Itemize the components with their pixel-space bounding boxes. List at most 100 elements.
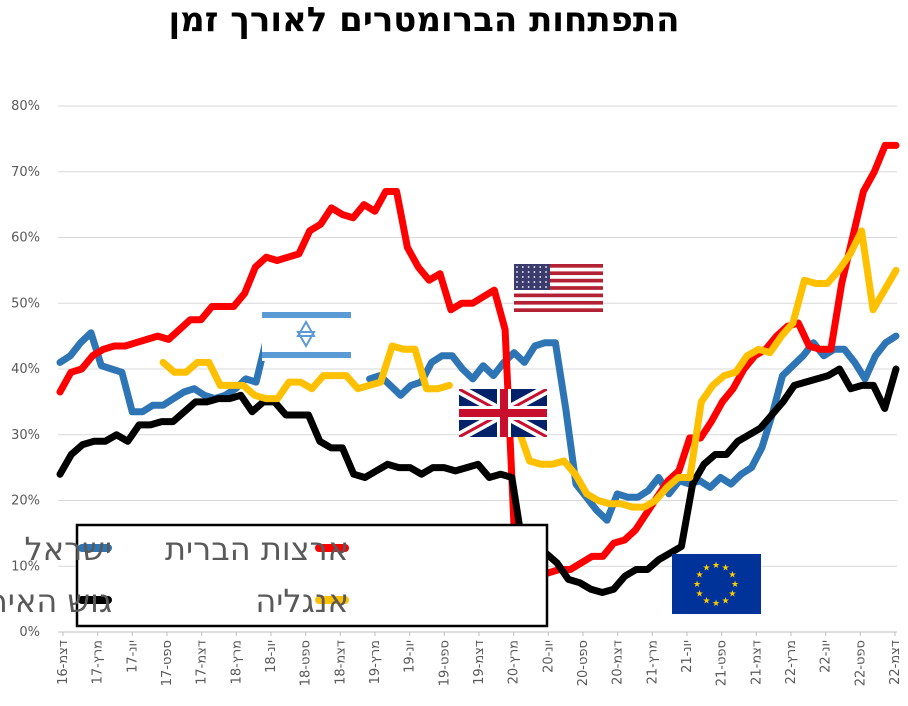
star bbox=[545, 276, 547, 278]
star: ★ bbox=[702, 564, 710, 574]
legend-item-uk: אנגליה bbox=[255, 582, 349, 620]
x-tick-label: יונ-18 bbox=[264, 640, 279, 673]
legend-item-israel: ישראל bbox=[25, 530, 112, 568]
star bbox=[545, 286, 547, 288]
x-tick-label: דצמ-18 bbox=[333, 640, 348, 685]
x-tick-label: מרץ-19 bbox=[368, 640, 383, 684]
star bbox=[539, 286, 542, 288]
legend-item-eurozone: גוש האירו bbox=[0, 582, 112, 620]
star: ★ bbox=[693, 580, 701, 590]
x-tick-label: יונ-20 bbox=[541, 640, 556, 673]
x-tick-label: דצמ-16 bbox=[56, 640, 71, 685]
x-tick-label: יונ-22 bbox=[819, 640, 834, 673]
star bbox=[527, 276, 530, 278]
x-tick-label: מרץ-18 bbox=[229, 640, 244, 684]
legend-label-eurozone: גוש האירו bbox=[0, 582, 112, 620]
star bbox=[516, 286, 518, 288]
y-tick-label: 10% bbox=[11, 559, 40, 574]
x-tick-label: יונ-17 bbox=[125, 640, 140, 673]
x-axis-ticks: דצמ-16 מרץ-17 יונ-17 ספט-17 דצמ-17 מרץ-18 יונ-… bbox=[56, 632, 903, 686]
star bbox=[545, 266, 547, 268]
star: ★ bbox=[728, 571, 736, 581]
x-tick-label: דצמ-17 bbox=[195, 640, 210, 685]
x-tick-label: ספט-20 bbox=[576, 640, 591, 686]
stripe bbox=[514, 300, 603, 305]
star: ★ bbox=[712, 599, 720, 609]
x-tick-label: דצמ-20 bbox=[611, 640, 626, 685]
x-tick-label: ספט-19 bbox=[437, 640, 452, 686]
legend-item-usa: ארצות הברית bbox=[165, 530, 349, 568]
star bbox=[521, 271, 524, 273]
star bbox=[521, 286, 524, 288]
star bbox=[533, 276, 536, 278]
series-line-uk bbox=[514, 227, 900, 511]
x-tick-label: דצמ-21 bbox=[749, 640, 764, 685]
star: ★ bbox=[731, 580, 739, 590]
series-line-israel bbox=[366, 332, 900, 524]
eu-flag: ★★★★★★★★★ ★ ★★ bbox=[672, 554, 761, 614]
series-line-israel bbox=[56, 329, 270, 416]
israel-flag bbox=[262, 309, 351, 361]
x-tick-label: יונ-21 bbox=[680, 640, 695, 673]
stripe bbox=[514, 286, 603, 290]
star: ★ bbox=[702, 596, 710, 606]
y-tick-label: 20% bbox=[11, 494, 40, 509]
y-tick-label: 30% bbox=[11, 428, 40, 443]
x-tick-label: ספט-21 bbox=[715, 640, 730, 686]
stripe bbox=[514, 271, 603, 276]
y-tick-label: 0% bbox=[19, 625, 40, 640]
stripe bbox=[514, 264, 603, 268]
star bbox=[533, 266, 536, 268]
star bbox=[516, 271, 518, 273]
x-tick-label: דצמ-22 bbox=[888, 640, 903, 685]
x-tick-label: יונ-19 bbox=[403, 640, 418, 673]
y-axis-ticks: 0% 10% 20% 30% 40% 50% 60% 70% 80% bbox=[11, 99, 40, 640]
star bbox=[527, 271, 530, 273]
star bbox=[539, 266, 542, 268]
star bbox=[533, 271, 536, 273]
star bbox=[516, 266, 518, 268]
stripe bbox=[514, 308, 603, 312]
legend-label-uk: אנגליה bbox=[255, 582, 349, 620]
star bbox=[521, 266, 524, 268]
y-tick-label: 70% bbox=[11, 165, 40, 180]
legend-label-usa: ארצות הברית bbox=[165, 530, 349, 568]
star bbox=[516, 281, 518, 283]
x-tick-label: דצמ-19 bbox=[472, 640, 487, 685]
x-tick-label: ספט-22 bbox=[853, 640, 868, 686]
star bbox=[545, 271, 547, 273]
uk-flag bbox=[459, 389, 547, 437]
x-tick-label: מרץ-22 bbox=[784, 640, 799, 684]
series-line-eu bbox=[56, 365, 900, 596]
star bbox=[527, 266, 530, 268]
star: ★ bbox=[721, 596, 729, 606]
x-tick-label: מרץ-20 bbox=[507, 640, 522, 684]
star bbox=[539, 276, 542, 278]
star: ★ bbox=[696, 571, 704, 581]
stripe bbox=[514, 293, 603, 298]
y-tick-label: 60% bbox=[11, 231, 40, 246]
series-line-usa bbox=[56, 141, 900, 580]
stripe bbox=[514, 278, 603, 283]
x-tick-label: מרץ-21 bbox=[645, 640, 660, 684]
star: ★ bbox=[696, 590, 704, 600]
star bbox=[516, 276, 518, 278]
x-tick-label: ספט-17 bbox=[160, 640, 175, 686]
star bbox=[539, 271, 542, 273]
x-tick-label: מרץ-17 bbox=[91, 640, 106, 684]
star bbox=[539, 281, 542, 283]
legend-label-israel: ישראל bbox=[25, 530, 112, 568]
series-lines bbox=[56, 141, 900, 596]
star bbox=[527, 281, 530, 283]
star bbox=[521, 281, 524, 283]
x-tick-label: ספט-18 bbox=[299, 640, 314, 686]
y-tick-label: 50% bbox=[11, 296, 40, 311]
y-tick-label: 80% bbox=[11, 99, 40, 114]
usa-flag bbox=[514, 264, 603, 312]
series-line-uk bbox=[159, 342, 453, 403]
star bbox=[521, 276, 524, 278]
star bbox=[533, 286, 536, 288]
star: ★ bbox=[721, 564, 729, 574]
star: ★ bbox=[712, 561, 720, 571]
star: ★ bbox=[728, 590, 736, 600]
